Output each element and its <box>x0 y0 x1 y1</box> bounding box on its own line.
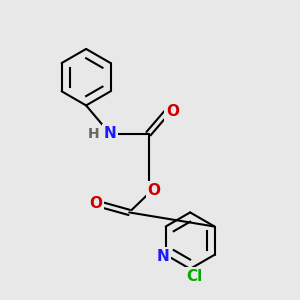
Text: Cl: Cl <box>186 269 202 284</box>
Text: N: N <box>156 249 169 264</box>
Text: N: N <box>103 126 116 141</box>
Text: O: O <box>166 104 179 119</box>
Text: O: O <box>147 183 161 198</box>
Text: H: H <box>88 127 99 141</box>
Text: O: O <box>89 196 102 211</box>
